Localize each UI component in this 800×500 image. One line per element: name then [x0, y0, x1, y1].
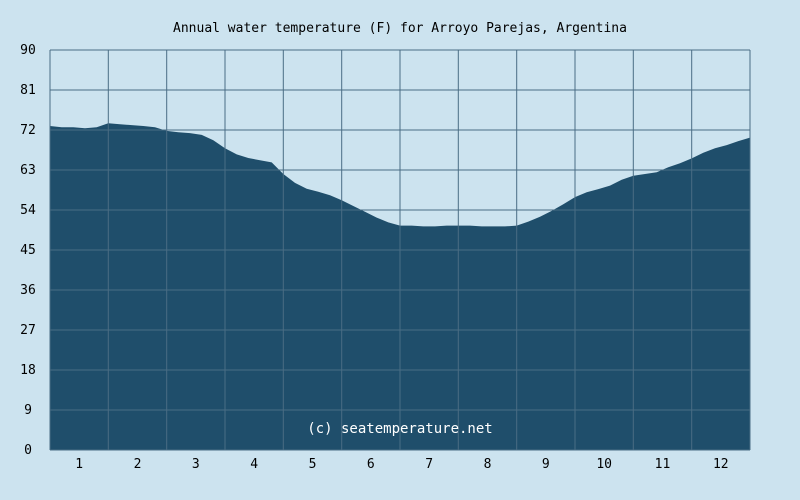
y-tick-label: 72 — [20, 123, 36, 138]
x-tick-label: 4 — [250, 457, 258, 472]
y-tick-label: 36 — [20, 283, 36, 298]
y-tick-label: 63 — [20, 163, 36, 178]
x-tick-label: 9 — [542, 457, 550, 472]
y-tick-label: 54 — [20, 203, 36, 218]
x-tick-label: 8 — [484, 457, 492, 472]
grid-layer — [49, 49, 751, 451]
x-tick-label: 7 — [425, 457, 433, 472]
y-tick-label: 45 — [20, 243, 36, 258]
y-tick-label: 81 — [20, 83, 36, 98]
x-tick-label: 11 — [655, 457, 671, 472]
x-tick-label: 5 — [309, 457, 317, 472]
x-tick-label: 2 — [134, 457, 142, 472]
y-tick-label: 27 — [20, 323, 36, 338]
chart-title: Annual water temperature (F) for Arroyo … — [173, 21, 627, 36]
x-tick-label: 1 — [75, 457, 83, 472]
watermark-text: (c) seatemperature.net — [307, 421, 492, 437]
x-tick-label: 10 — [596, 457, 612, 472]
x-tick-label: 12 — [713, 457, 729, 472]
x-tick-labels: 1 2 3 4 5 6 7 8 9 10 11 12 — [75, 457, 728, 472]
x-tick-label: 6 — [367, 457, 375, 472]
y-tick-label: 0 — [24, 443, 32, 458]
y-tick-label: 18 — [20, 363, 36, 378]
y-tick-label: 9 — [24, 403, 32, 418]
y-tick-labels: 0 9 18 27 36 45 54 63 72 81 90 — [20, 43, 36, 458]
y-tick-label: 90 — [20, 43, 36, 58]
x-tick-label: 3 — [192, 457, 200, 472]
